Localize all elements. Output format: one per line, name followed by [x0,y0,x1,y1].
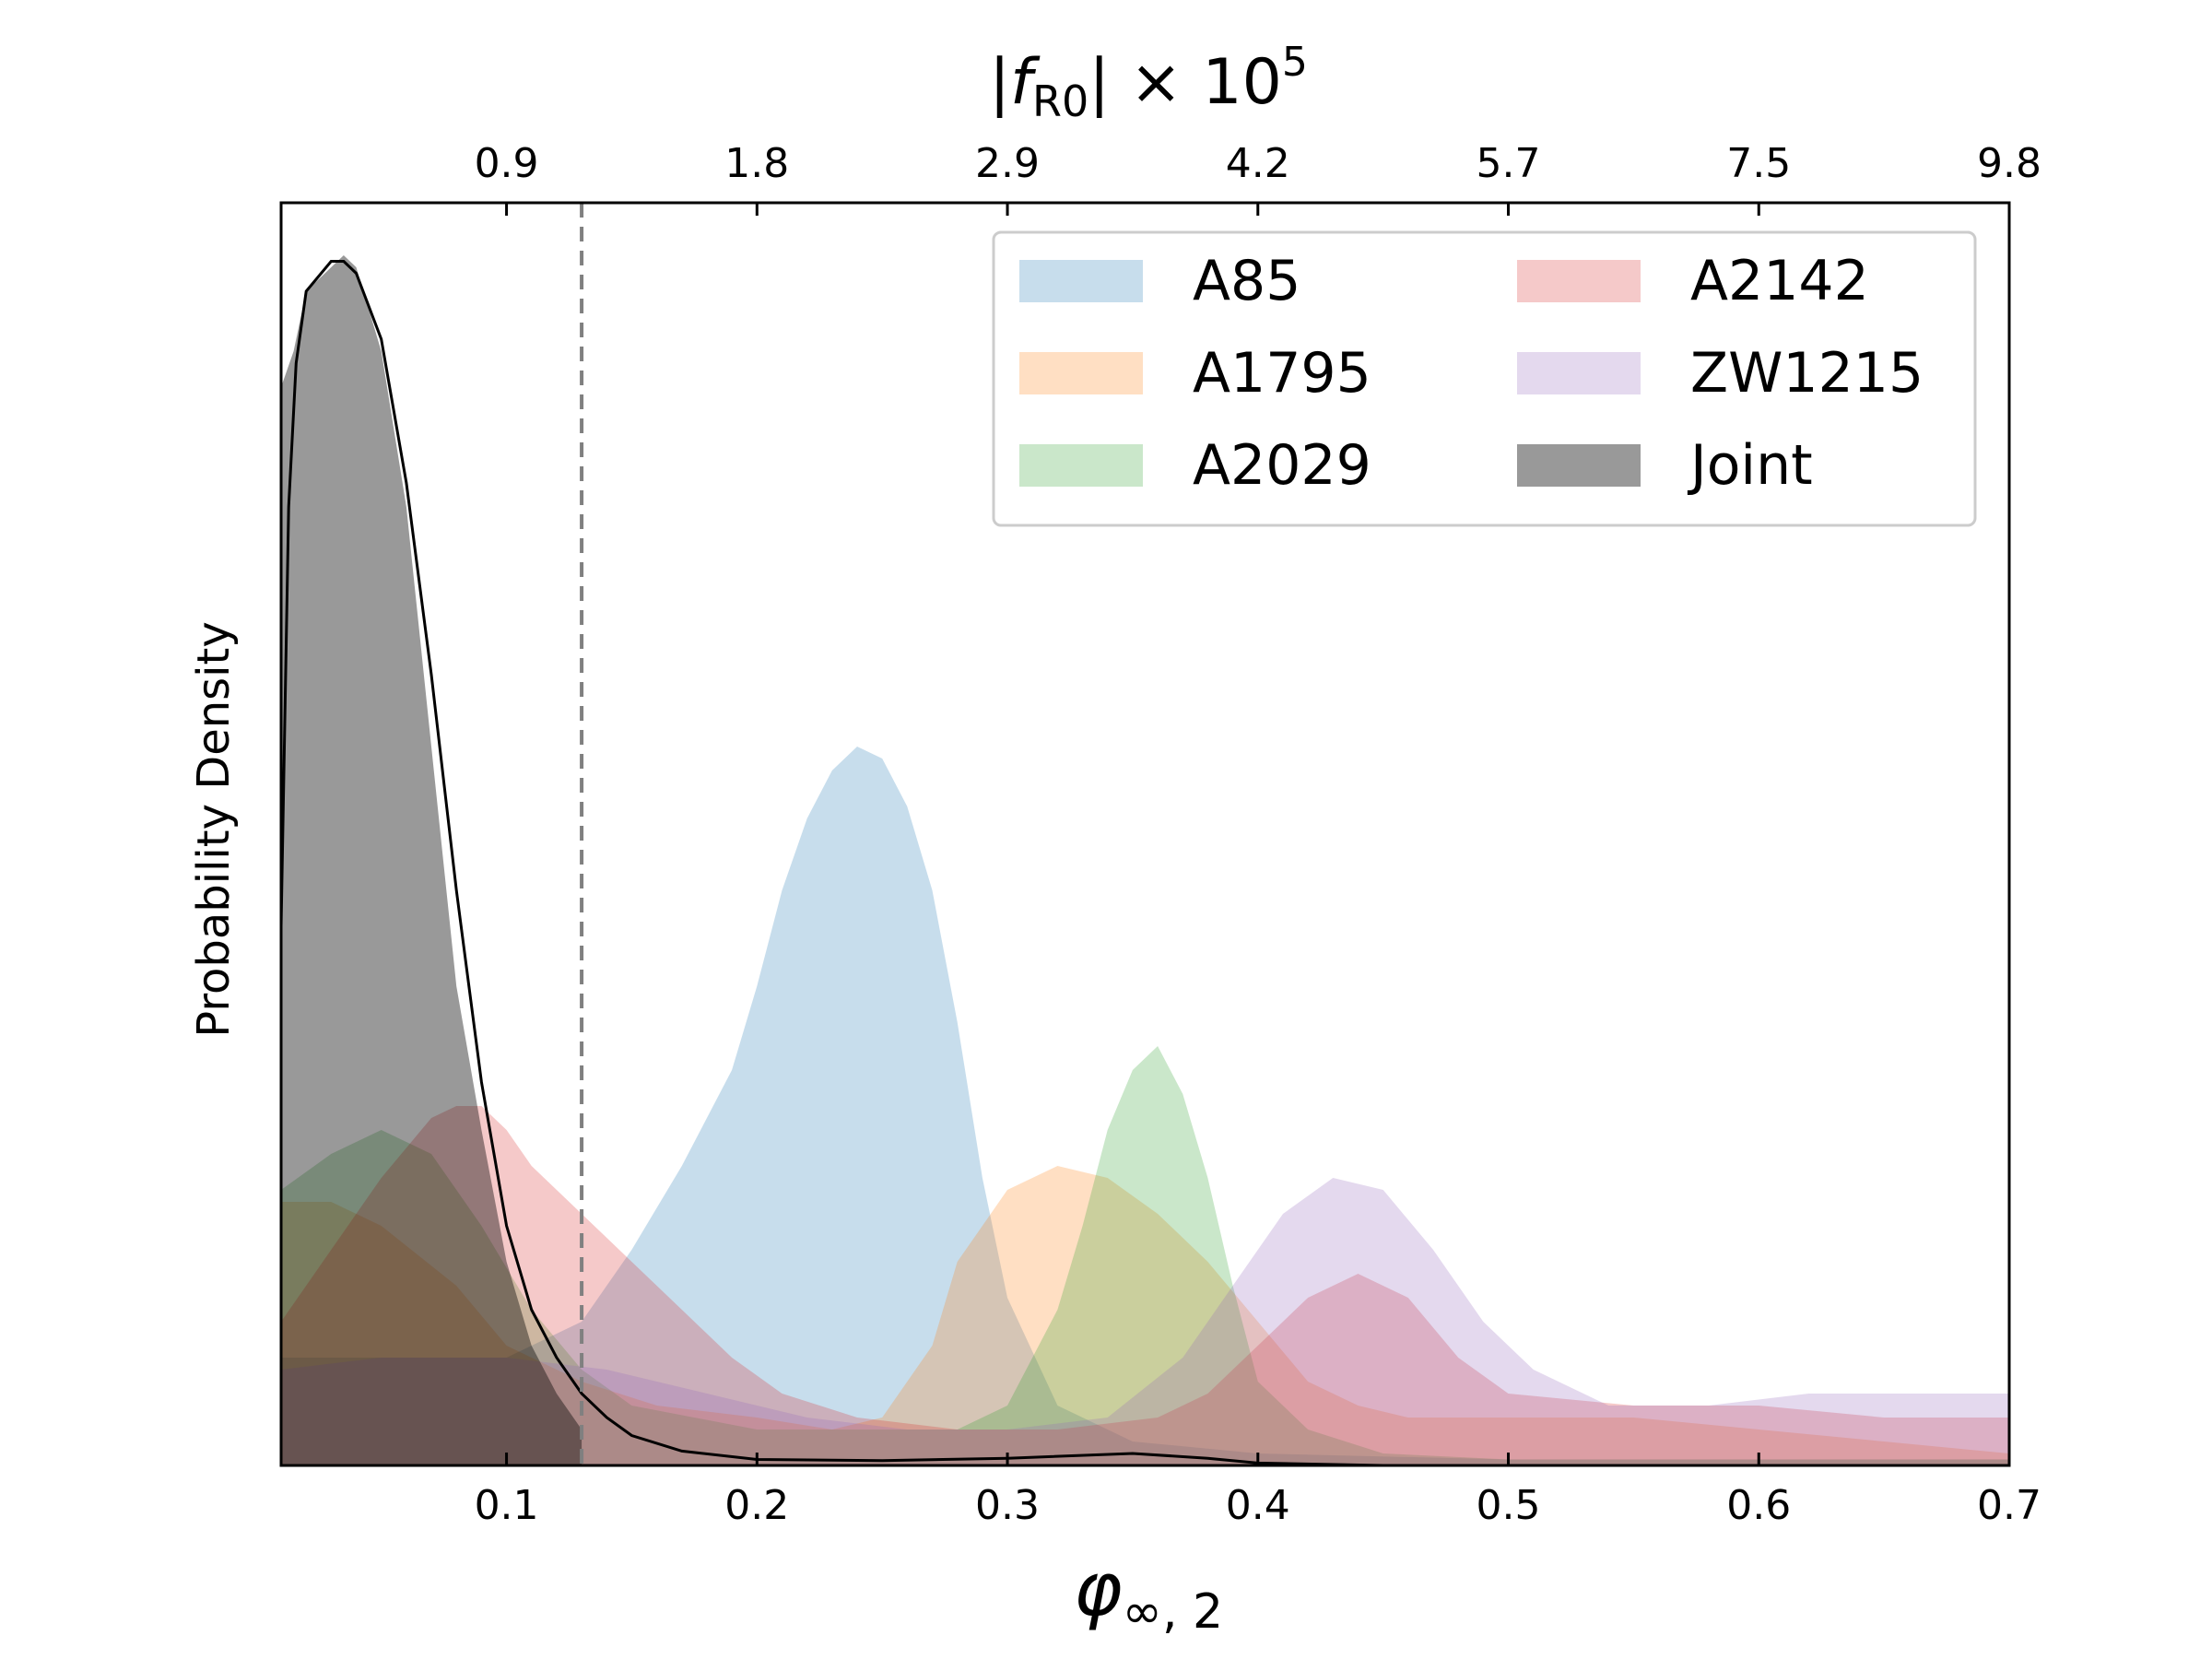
series-area-joint [281,255,582,1465]
series-area-a1795 [281,1166,2009,1465]
top-tick-label: 9.8 [1977,140,2041,187]
bottom-x-ticks: 0.1 0.2 0.3 0.4 0.5 0.6 0.7 [475,1453,2041,1529]
legend-label-zw1215: ZW1215 [1690,341,1924,406]
top-tick-label: 5.7 [1477,140,1541,187]
legend-label-joint: Joint [1687,433,1813,498]
y-axis-title: Probability Density [188,621,240,1037]
bottom-tick-label: 0.7 [1977,1482,2041,1529]
bottom-tick-label: 0.1 [475,1482,539,1529]
bottom-tick-label: 0.4 [1226,1482,1290,1529]
x-axis-title: φ∞, 2 [1074,1547,1223,1640]
legend-swatch-joint [1517,444,1641,487]
bottom-tick-label: 0.3 [975,1482,1040,1529]
bottom-tick-label: 0.5 [1477,1482,1541,1529]
legend-swatch-a2142 [1517,260,1641,302]
legend-box [992,230,1977,527]
top-axis-title: |fR0| × 105 [989,39,1308,126]
legend-label-a1795: A1795 [1193,341,1371,406]
legend: A85 A1795 A2029 A2142 ZW1215 Joint [992,230,1977,527]
top-tick-label: 1.8 [724,140,789,187]
top-tick-label: 7.5 [1726,140,1791,187]
series-layer [281,255,2009,1465]
kde-line-layer [279,260,1583,1467]
legend-label-a85: A85 [1193,249,1300,313]
bottom-tick-label: 0.2 [724,1482,789,1529]
bottom-tick-label: 0.6 [1726,1482,1791,1529]
legend-label-a2142: A2142 [1690,249,1869,313]
legend-swatch-a2029 [1019,444,1143,487]
top-tick-label: 4.2 [1226,140,1290,187]
top-tick-label: 0.9 [475,140,539,187]
legend-swatch-zw1215 [1517,352,1641,394]
joint-kde-line [279,260,1583,1467]
legend-swatch-a1795 [1019,352,1143,394]
legend-label-a2029: A2029 [1193,433,1371,498]
series-area-zw1215 [281,1178,2009,1465]
series-area-a85 [281,747,2009,1465]
series-area-a2142 [281,1106,2009,1465]
plot-frame [279,201,2011,1467]
top-x-ticks: 0.9 1.8 2.9 4.2 5.7 7.5 9.8 [475,140,2041,216]
legend-swatch-a85 [1019,260,1143,302]
series-area-a2029 [281,1046,2009,1465]
top-tick-label: 2.9 [975,140,1040,187]
